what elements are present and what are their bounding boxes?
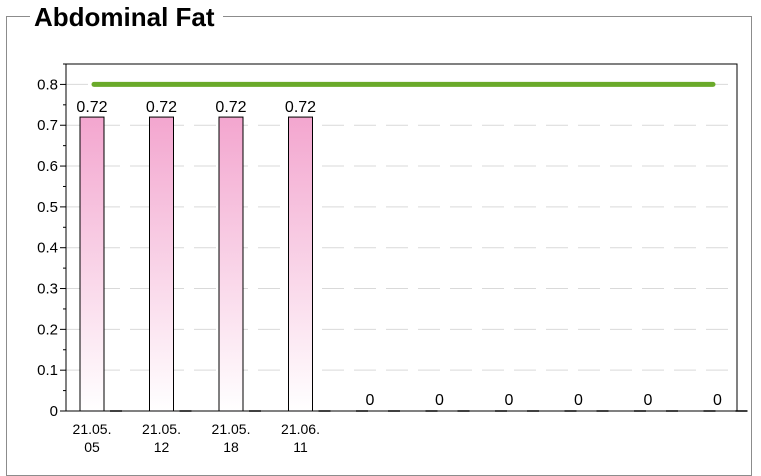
value-label: 0.72 <box>146 99 177 116</box>
value-label: 0 <box>366 392 375 409</box>
x-axis-labels: 21.05. 05 21.05. 12 21.05. 18 21.06. 11 <box>73 421 320 455</box>
bar <box>149 116 174 412</box>
value-label: 0.72 <box>285 99 316 116</box>
y-tick-label: 0 <box>50 403 58 420</box>
y-tick-label: 0.6 <box>37 158 58 175</box>
bar <box>288 116 313 412</box>
y-tick-label: 0.1 <box>37 362 58 379</box>
bars <box>79 116 748 412</box>
x-tick-label: 05 <box>84 439 100 455</box>
abdominal-fat-chart: 00.10.20.30.40.50.60.70.8 0.72 0.72 0.72 0.… <box>37 63 748 455</box>
value-label: 0 <box>505 392 514 409</box>
value-label: 0 <box>574 392 583 409</box>
x-tick-label: 21.06. <box>281 421 320 437</box>
value-label: 0.72 <box>76 99 107 116</box>
value-label: 0 <box>644 392 653 409</box>
y-tick-label: 0.7 <box>37 117 58 134</box>
grid-lines <box>66 83 737 371</box>
x-tick-label: 21.05. <box>212 421 251 437</box>
plot-border <box>65 63 738 412</box>
y-tick-label: 0.5 <box>37 199 58 216</box>
x-tick-label: 12 <box>154 439 170 455</box>
y-axis: 0 0.1 0.2 0.3 0.4 0.5 0.6 0.7 0.8 <box>37 63 738 420</box>
y-tick-label: 0.8 <box>37 76 58 93</box>
x-tick-label: 18 <box>223 439 239 455</box>
bar <box>79 116 105 412</box>
value-labels: 0.72 0.72 0.72 0.72 0 0 0 0 0 0 <box>76 99 722 409</box>
panel-title: Abdominal Fat <box>30 0 223 34</box>
y-tick-label: 0.2 <box>37 321 58 338</box>
y-tick-label: 0.4 <box>37 240 58 257</box>
bar <box>218 116 244 412</box>
x-tick-label: 21.05. <box>73 421 112 437</box>
value-label: 0.72 <box>215 99 246 116</box>
value-label: 0 <box>435 392 444 409</box>
y-tick-label: 0.3 <box>37 281 58 298</box>
x-tick-label: 21.05. <box>142 421 181 437</box>
x-tick-label: 11 <box>293 439 308 455</box>
value-label: 0 <box>713 392 722 409</box>
